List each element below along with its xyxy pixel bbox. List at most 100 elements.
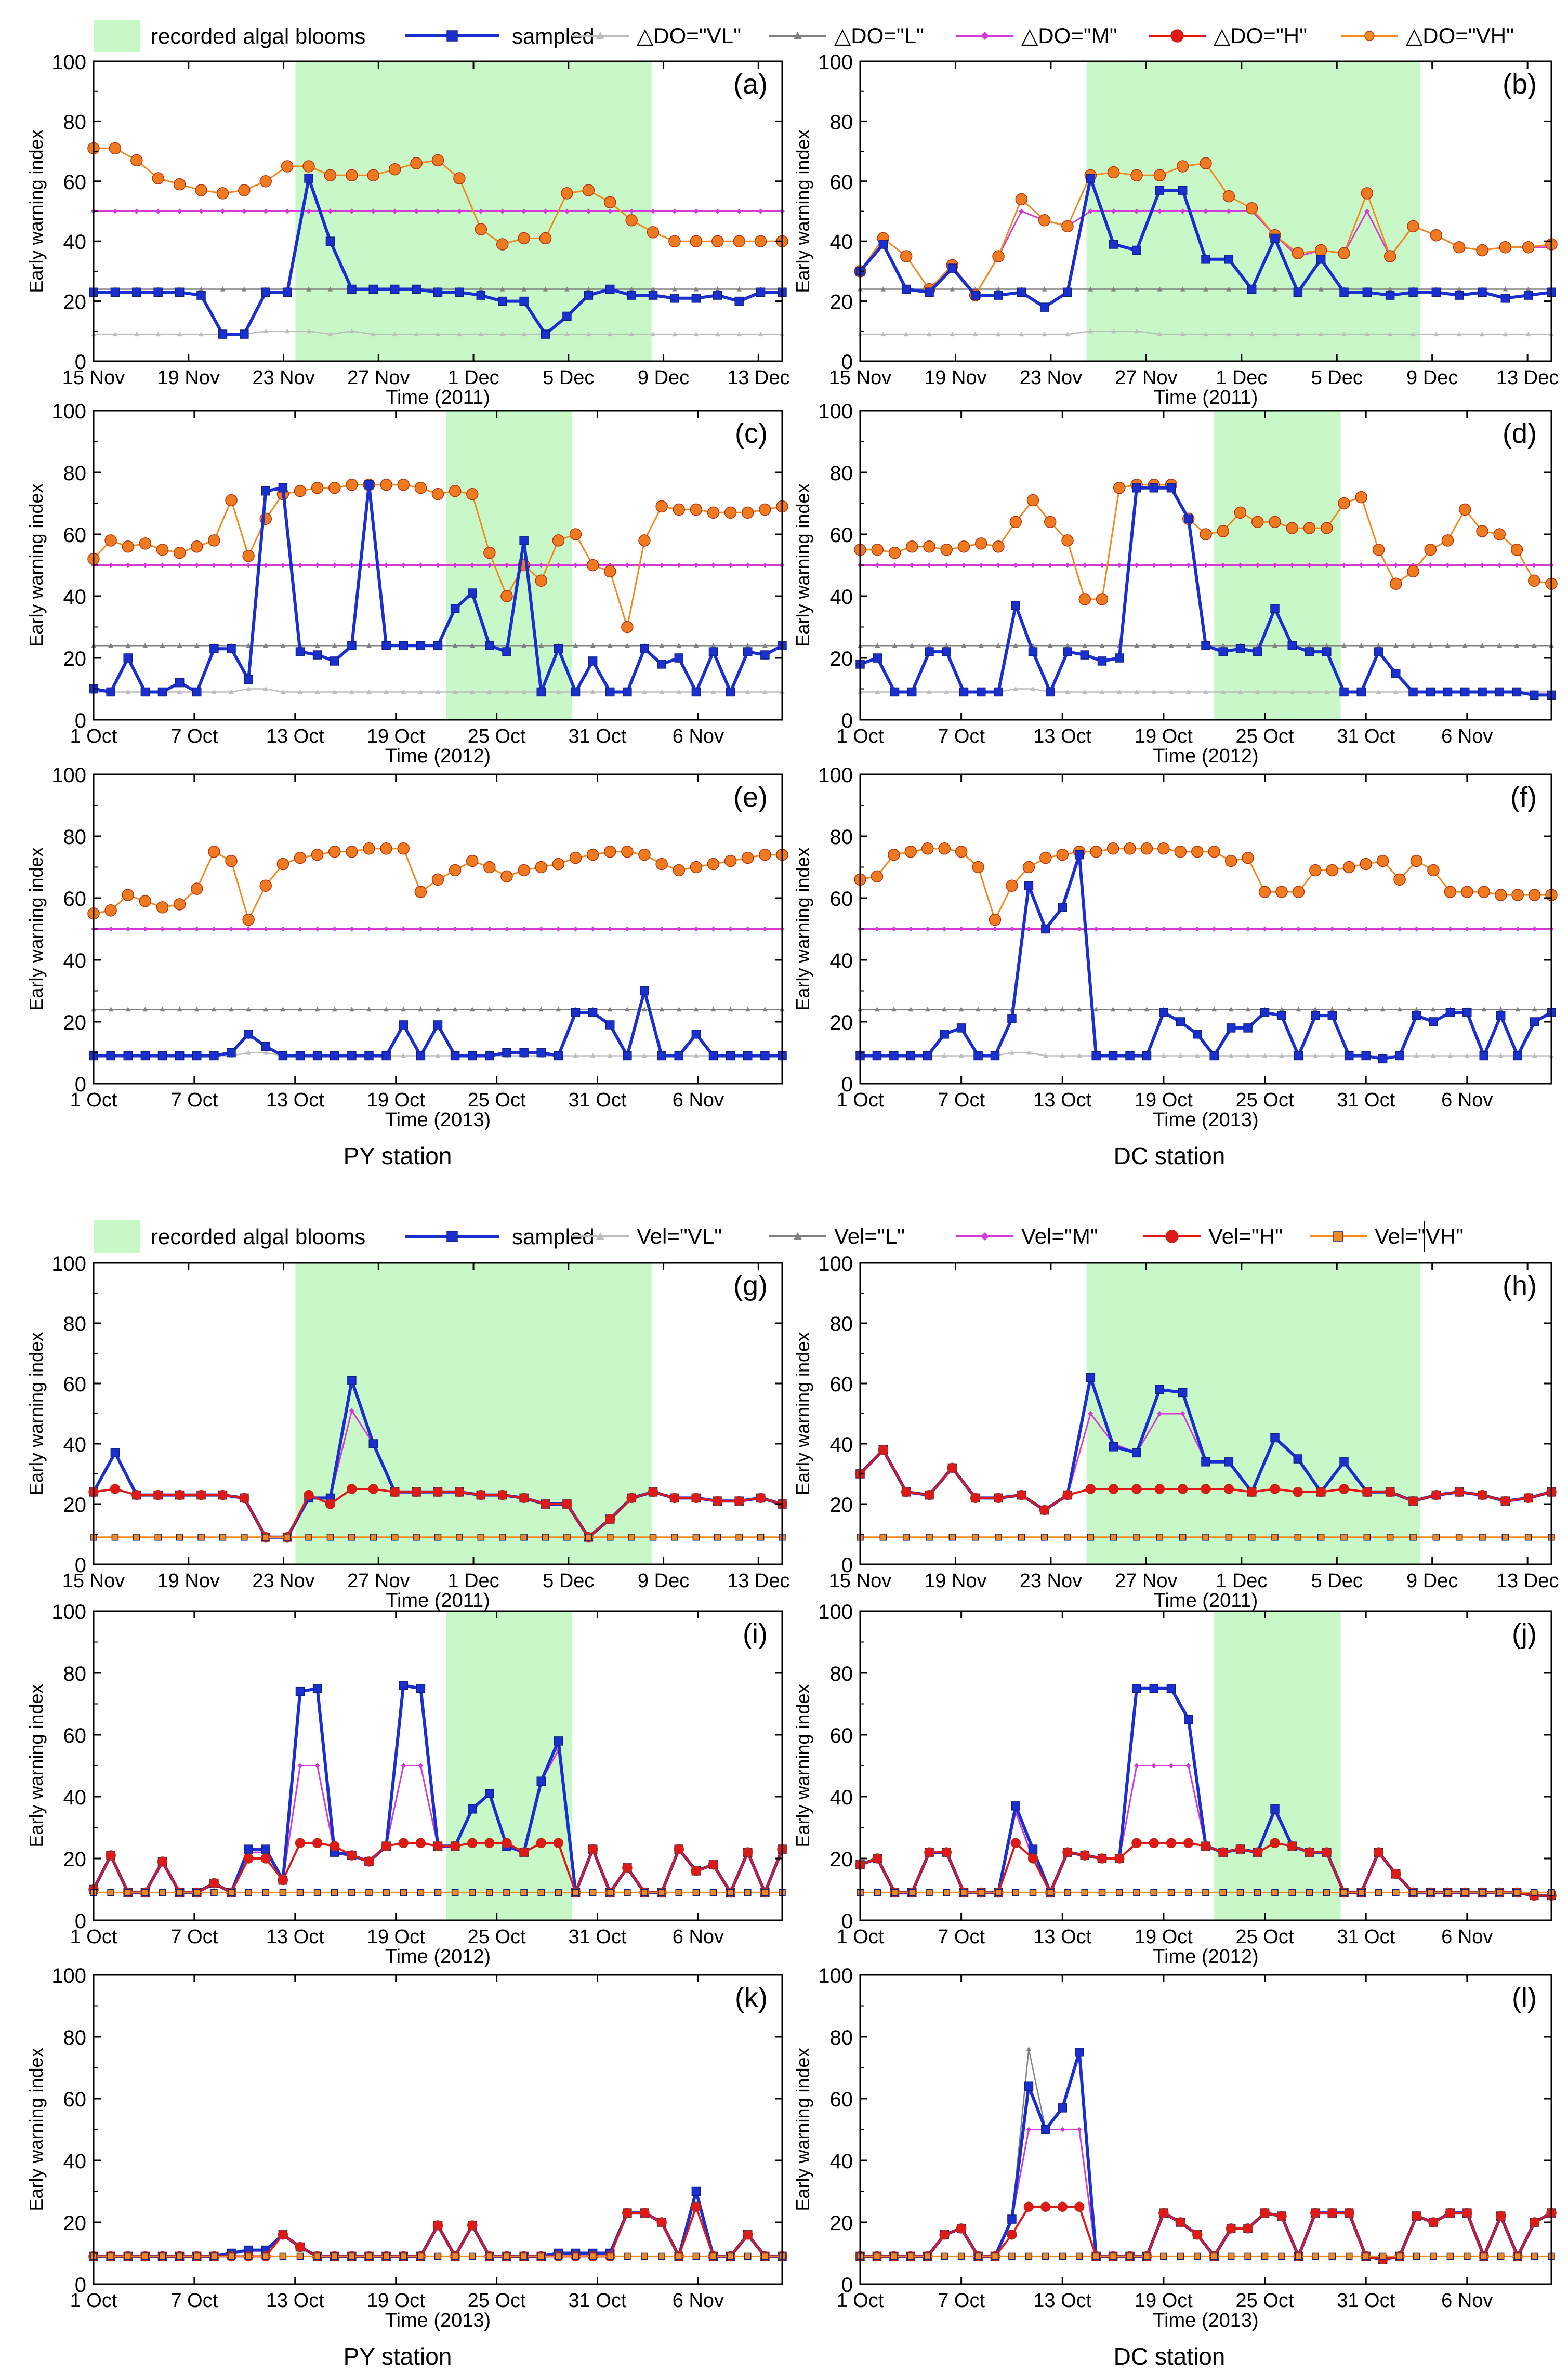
- data-point-vh: [1355, 491, 1367, 504]
- data-point-sampled: [588, 656, 598, 666]
- data-point-vl: [327, 332, 333, 337]
- data-point-vh: [943, 1889, 950, 1896]
- data-point-m: [1462, 562, 1468, 568]
- data-point-vh: [1096, 593, 1109, 605]
- data-point-sampled: [1270, 233, 1280, 243]
- data-point-vl: [927, 689, 932, 694]
- data-point-l: [1093, 1007, 1099, 1012]
- data-point-vl: [349, 328, 354, 334]
- data-point-m: [1211, 926, 1217, 932]
- data-point-vh: [535, 574, 547, 587]
- data-point-vh: [1059, 2252, 1066, 2260]
- data-point-sampled: [519, 536, 529, 545]
- data-point-sampled: [1479, 1051, 1488, 1061]
- data-point-h: [295, 1838, 306, 1848]
- data-point-vh: [305, 1534, 312, 1541]
- data-point-vh: [1210, 2252, 1218, 2260]
- data-point-l: [469, 1007, 475, 1012]
- data-point-vh: [761, 1889, 769, 1896]
- series-line-h: [94, 2206, 782, 2258]
- data-point-vh: [948, 1534, 956, 1541]
- y-axis-label: Early warning index: [792, 129, 813, 293]
- legend-marker-vl: [596, 32, 604, 39]
- data-point-sampled: [1193, 1030, 1202, 1039]
- data-point-vh: [711, 235, 724, 247]
- legend-marker-m: [981, 32, 989, 40]
- data-point-sampled: [1270, 1433, 1280, 1443]
- data-point-vl: [1456, 332, 1462, 337]
- y-tick-label: 100: [818, 1601, 853, 1624]
- data-point-l: [1134, 286, 1139, 292]
- data-point-l: [1380, 1007, 1386, 1012]
- data-point-l: [435, 1007, 441, 1012]
- data-point-m: [1532, 926, 1537, 932]
- data-point-m: [521, 208, 527, 214]
- series-sampled: [855, 174, 1556, 312]
- data-point-sampled: [295, 647, 305, 656]
- y-tick-label: 60: [830, 171, 853, 194]
- data-point-m: [1255, 562, 1260, 568]
- data-point-vh: [259, 175, 272, 188]
- data-point-l: [280, 643, 286, 648]
- data-point-vh: [1040, 1534, 1048, 1541]
- data-point-vl: [1151, 689, 1157, 694]
- data-point-sampled: [1512, 687, 1522, 697]
- data-point-sampled: [1201, 641, 1210, 650]
- data-point-vh: [539, 232, 552, 245]
- series-vh: [87, 142, 788, 251]
- data-point-l: [1110, 1007, 1116, 1012]
- data-point-sampled: [157, 687, 167, 697]
- data-point-l: [194, 643, 200, 648]
- series-vh: [87, 479, 788, 634]
- data-point-l: [624, 643, 630, 648]
- data-point-m: [435, 208, 441, 214]
- data-point-sampled: [691, 294, 701, 303]
- data-point-sampled: [1226, 1023, 1236, 1033]
- data-point-sampled: [381, 1051, 391, 1061]
- y-tick-label: 80: [63, 462, 87, 485]
- data-point-h: [1062, 1489, 1073, 1500]
- data-point-vh: [1292, 247, 1305, 260]
- y-tick-label: 40: [63, 2150, 87, 2173]
- data-point-l: [1312, 1007, 1318, 1012]
- data-point-m: [1498, 926, 1504, 932]
- data-point-vl: [880, 332, 886, 337]
- y-tick-label: 0: [75, 351, 86, 374]
- data-point-m: [194, 562, 200, 568]
- data-point-vh: [995, 1534, 1002, 1541]
- data-point-vh: [1044, 516, 1057, 528]
- data-point-m: [1180, 1411, 1185, 1416]
- data-point-sampled: [1305, 647, 1314, 656]
- data-point-h: [209, 1878, 219, 1889]
- data-point-vl: [1099, 689, 1105, 694]
- data-point-sampled: [1513, 1051, 1522, 1061]
- data-point-m: [469, 562, 475, 568]
- x-tick-label: 1 Dec: [447, 1570, 499, 1592]
- data-point-sampled: [455, 287, 464, 297]
- data-point-vh: [1476, 244, 1488, 257]
- data-point-vh: [1157, 842, 1170, 855]
- data-point-sampled: [244, 675, 253, 684]
- data-point-sampled: [312, 1684, 322, 1693]
- data-point-vh: [124, 2252, 131, 2260]
- series-m: [91, 1747, 785, 1895]
- data-point-vh: [607, 1534, 614, 1541]
- y-tick-label: 100: [51, 51, 86, 74]
- data-point-m: [875, 562, 880, 568]
- data-point-vh: [1455, 1534, 1463, 1541]
- data-point-h: [656, 2217, 667, 2227]
- legend-marker-m: [981, 1232, 989, 1241]
- data-point-vh: [518, 232, 530, 245]
- data-point-vh: [413, 1534, 420, 1541]
- data-point-vh: [1222, 190, 1235, 203]
- data-point-h: [605, 1514, 615, 1524]
- data-point-sampled: [890, 687, 900, 697]
- data-point-vh: [225, 854, 238, 867]
- data-point-vh: [483, 546, 496, 559]
- data-point-m: [996, 562, 1001, 568]
- data-point-vh: [228, 1889, 235, 1896]
- data-point-vh: [1271, 1889, 1279, 1896]
- data-point-vh: [1075, 2252, 1083, 2260]
- data-point-vh: [692, 2252, 700, 2260]
